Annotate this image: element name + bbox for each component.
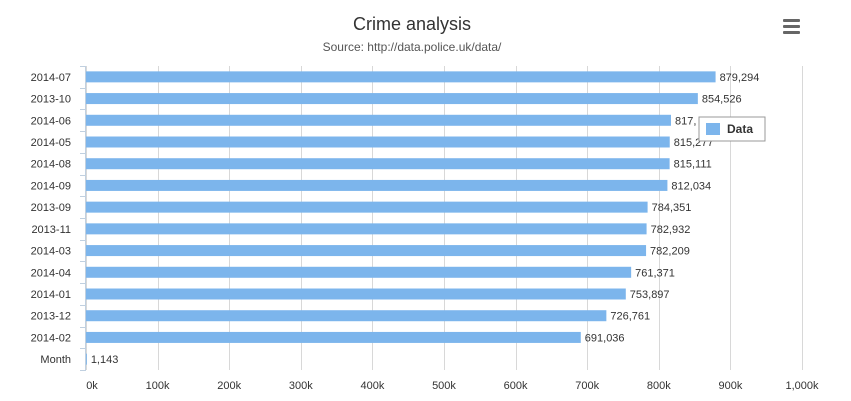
bar[interactable] <box>86 223 647 235</box>
legend-swatch <box>706 123 720 135</box>
x-tick-label: 500k <box>432 380 456 392</box>
data-label: 817, <box>675 115 696 127</box>
data-label: 815,111 <box>674 159 712 171</box>
data-label: 1,143 <box>91 354 119 366</box>
grid-lines <box>85 66 803 370</box>
data-label: 726,761 <box>610 311 650 323</box>
bar[interactable] <box>86 136 670 148</box>
bar[interactable] <box>86 310 607 322</box>
category-label: 2014-09 <box>31 180 71 192</box>
bar[interactable] <box>86 288 626 300</box>
category-axis: 2014-07 2013-10 2014-06 2014-05 2014-08 2014-… <box>31 66 86 371</box>
category-label: 2014-06 <box>31 115 71 127</box>
chart-title: Crime analysis <box>353 14 471 34</box>
data-labels: 879,294854,526817,815,277815,111812,0347… <box>91 72 760 366</box>
x-tick-label: 300k <box>289 380 313 392</box>
bar[interactable] <box>86 93 698 105</box>
x-tick-label: 900k <box>718 380 742 392</box>
category-label: 2014-03 <box>31 246 71 258</box>
data-label: 782,209 <box>650 246 690 258</box>
x-tick-label: 800k <box>647 380 671 392</box>
x-tick-label: 1,000k <box>785 380 819 392</box>
data-label: 812,034 <box>671 180 711 192</box>
bar[interactable] <box>86 201 648 213</box>
bar[interactable] <box>86 158 670 170</box>
category-label: 2013-10 <box>31 94 71 106</box>
bar[interactable] <box>86 245 647 257</box>
category-label: 2014-08 <box>31 159 71 171</box>
legend-label: Data <box>727 122 753 136</box>
category-label: 2014-01 <box>31 289 71 301</box>
data-label: 691,036 <box>585 332 625 344</box>
hamburger-menu-icon[interactable] <box>780 14 804 38</box>
x-tick-label: 0k <box>86 380 98 392</box>
bar[interactable] <box>86 71 716 83</box>
data-label: 854,526 <box>702 94 742 106</box>
bar[interactable] <box>86 179 668 191</box>
category-label: 2014-02 <box>31 332 71 344</box>
bar[interactable] <box>86 266 632 278</box>
x-tick-label: 400k <box>360 380 384 392</box>
x-tick-label: 100k <box>146 380 170 392</box>
chart-subtitle: Source: http://data.police.uk/data/ <box>323 40 502 54</box>
x-tick-label: 700k <box>575 380 599 392</box>
data-label: 782,932 <box>651 224 691 236</box>
data-label: 879,294 <box>720 72 760 84</box>
data-label: 753,897 <box>630 289 670 301</box>
category-label: 2014-07 <box>31 72 71 84</box>
bars <box>86 71 716 365</box>
category-label: 2014-05 <box>31 137 71 149</box>
bar[interactable] <box>86 331 581 343</box>
category-label: 2014-04 <box>31 267 71 279</box>
x-tick-label: 200k <box>217 380 241 392</box>
category-label: 2013-12 <box>31 311 71 323</box>
category-label: 2013-11 <box>31 224 71 236</box>
x-tick-label: 600k <box>504 380 528 392</box>
value-axis: 0k 100k 200k 300k 400k 500k 600k 700k 800k 900k 1,… <box>86 380 819 392</box>
bar[interactable] <box>86 114 671 126</box>
legend[interactable]: Data <box>698 116 766 142</box>
category-label: Month <box>40 354 71 366</box>
data-label: 784,351 <box>652 202 692 214</box>
data-label: 761,371 <box>635 267 675 279</box>
category-label: 2013-09 <box>31 202 71 214</box>
bar[interactable] <box>86 353 87 365</box>
